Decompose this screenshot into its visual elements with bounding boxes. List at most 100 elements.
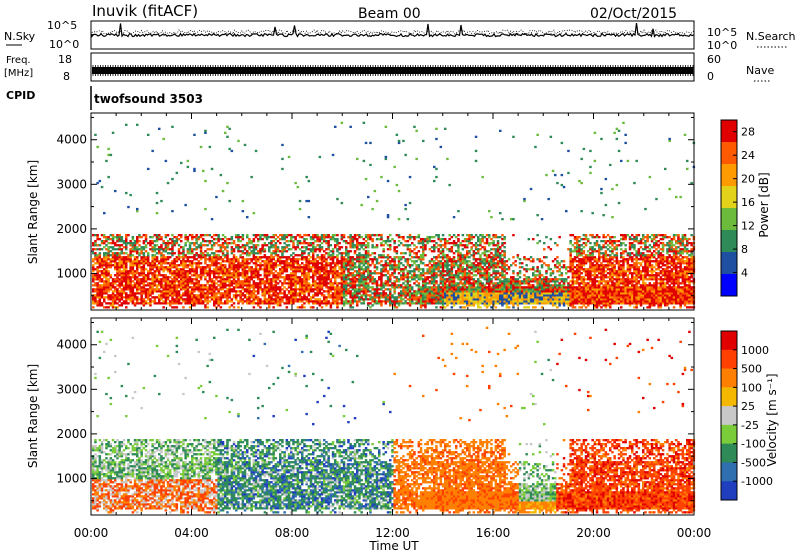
echo-cell	[274, 302, 278, 305]
echo-cell	[496, 242, 500, 245]
echo-cell	[479, 242, 482, 245]
echo-cell	[149, 292, 152, 295]
echo-cell	[428, 282, 432, 285]
echo-cell	[340, 258, 344, 261]
echo-cell	[195, 270, 198, 273]
echo-cell	[164, 260, 168, 263]
echo-cell	[226, 238, 229, 241]
echo-cell	[120, 238, 124, 241]
echo-cell	[419, 274, 423, 277]
echo-cell	[318, 244, 322, 247]
echo-cell	[153, 254, 157, 257]
echo-cell	[129, 272, 132, 275]
echo-cell	[265, 280, 269, 283]
echo-cell	[325, 274, 328, 277]
echo-cell	[360, 203, 363, 207]
sky-noise-trace	[91, 23, 694, 38]
echo-cell	[492, 264, 495, 267]
echo-cell	[166, 252, 170, 255]
echo-cell	[279, 272, 282, 275]
echo-cell	[114, 280, 117, 283]
echo-cell	[232, 250, 236, 253]
echo-cell	[129, 276, 132, 279]
echo-cell	[129, 250, 132, 253]
echo-cell	[257, 300, 260, 303]
echo-cell	[147, 167, 150, 171]
echo-cell	[103, 258, 106, 261]
echo-cell	[98, 256, 102, 259]
echo-cell	[364, 262, 368, 265]
echo-cell	[230, 274, 234, 277]
echo-cell	[173, 284, 176, 287]
echo-cell	[208, 280, 212, 283]
echo-cell	[323, 282, 326, 285]
echo-cell	[147, 270, 150, 273]
echo-cell	[457, 238, 460, 241]
echo-cell	[320, 260, 324, 263]
echo-cell	[281, 260, 284, 263]
echo-cell	[389, 262, 392, 265]
echo-cell	[290, 290, 293, 293]
echo-cell	[261, 282, 264, 285]
echo-cell	[184, 284, 187, 287]
echo-cell	[109, 258, 113, 261]
echo-cell	[206, 254, 209, 257]
echo-cell	[336, 292, 339, 295]
echo-cell	[96, 238, 99, 241]
echo-cell	[419, 288, 423, 291]
echo-cell	[472, 284, 476, 287]
echo-cell	[175, 242, 179, 245]
echo-cell	[215, 286, 218, 289]
echo-cell	[292, 274, 295, 277]
echo-cell	[237, 266, 240, 269]
echo-cell	[463, 246, 467, 249]
echo-cell	[490, 296, 493, 299]
echo-cell	[129, 252, 132, 255]
echo-cell	[202, 268, 205, 271]
echo-cell	[144, 288, 148, 291]
echo-cell	[393, 248, 396, 251]
echo-cell	[406, 246, 410, 249]
echo-cell	[369, 270, 372, 273]
echo-cell	[239, 262, 242, 265]
echo-cell	[424, 238, 427, 241]
echo-cell	[417, 270, 421, 273]
echo-cell	[435, 264, 438, 267]
echo-cell	[116, 276, 119, 279]
echo-cell	[162, 286, 165, 289]
echo-cell	[334, 296, 337, 299]
echo-cell	[435, 258, 438, 261]
echo-cell	[323, 272, 326, 275]
echo-cell	[268, 286, 271, 289]
echo-cell	[404, 284, 407, 287]
echo-cell	[193, 169, 196, 173]
echo-cell	[197, 296, 201, 299]
echo-cell	[444, 290, 447, 293]
echo-cell	[180, 282, 183, 285]
echo-cell	[351, 284, 355, 287]
echo-cell	[340, 121, 344, 124]
echo-cell	[331, 238, 335, 241]
echo-cell	[490, 238, 493, 241]
echo-cell	[103, 300, 106, 303]
echo-cell	[367, 252, 370, 255]
echo-cell	[380, 274, 383, 277]
echo-cell	[290, 266, 293, 269]
echo-cell	[279, 296, 282, 299]
echo-cell	[501, 260, 504, 263]
echo-cell	[144, 296, 148, 299]
echo-cell	[171, 278, 174, 281]
echo-cell	[254, 244, 258, 247]
echo-cell	[342, 264, 346, 267]
echo-cell	[204, 278, 207, 281]
echo-cell	[349, 246, 352, 249]
echo-cell	[100, 240, 104, 243]
echo-cell	[257, 274, 260, 277]
echo-cell	[483, 268, 487, 271]
echo-cell	[114, 236, 117, 239]
echo-cell	[136, 252, 139, 255]
echo-cell	[215, 256, 218, 259]
echo-cell	[147, 288, 150, 291]
echo-cell	[184, 270, 187, 273]
echo-cell	[188, 302, 192, 305]
